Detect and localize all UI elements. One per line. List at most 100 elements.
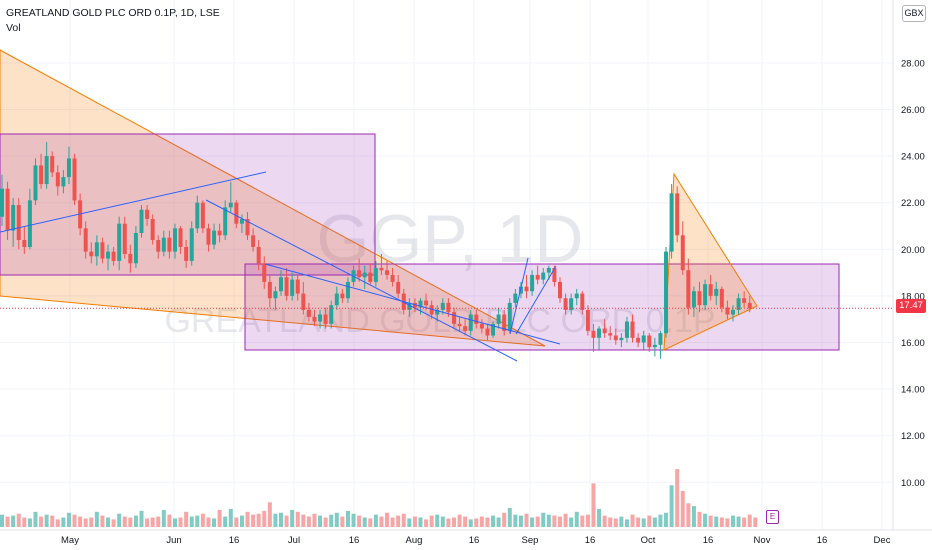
- candle-body: [345, 281, 350, 299]
- candle-body: [574, 293, 579, 299]
- volume-bar: [602, 515, 607, 527]
- candle-body: [597, 328, 602, 338]
- candle-body: [658, 333, 663, 345]
- volume-bar: [44, 514, 49, 527]
- volume-bar: [697, 511, 702, 527]
- volume-bar: [234, 517, 239, 527]
- candle-body: [429, 305, 434, 315]
- candle-body: [691, 291, 696, 308]
- volume-bar: [669, 485, 674, 527]
- candle-body: [703, 284, 708, 306]
- candle-body: [290, 279, 295, 296]
- volume-bar: [652, 517, 657, 527]
- volume-bar: [117, 513, 122, 527]
- candle-body: [563, 298, 568, 310]
- volume-bar: [27, 518, 32, 527]
- volume-bar: [312, 513, 317, 527]
- candle-body: [111, 251, 116, 261]
- volume-bar: [703, 513, 708, 527]
- candle-body: [217, 230, 222, 236]
- drawings[interactable]: [0, 49, 840, 351]
- volume-bar: [161, 509, 166, 527]
- volume-bar: [178, 517, 183, 527]
- candle-body: [602, 328, 607, 334]
- trendline-breakout-1: [509, 257, 529, 335]
- candle-body: [580, 293, 585, 310]
- volume-bar: [496, 517, 501, 527]
- volume-bar: [569, 517, 574, 527]
- volume-bar: [507, 508, 512, 527]
- currency-button[interactable]: GBX: [902, 5, 926, 22]
- candle-body: [83, 228, 88, 252]
- volume-bar: [11, 515, 16, 527]
- volume-bar: [323, 517, 328, 527]
- volume-bar: [412, 516, 417, 527]
- earnings-badge[interactable]: E: [766, 510, 779, 524]
- volume-bar: [680, 490, 685, 527]
- candle-body: [195, 202, 200, 229]
- candle-body: [742, 298, 747, 303]
- volume-bar: [122, 516, 127, 527]
- volume-bar: [94, 511, 99, 527]
- candle-body: [513, 293, 518, 303]
- price-tick-label: 24.00: [901, 152, 925, 163]
- candle-body: [541, 272, 546, 280]
- candle-body: [585, 309, 590, 331]
- volume-bar: [385, 512, 390, 527]
- candle-body: [0, 188, 4, 217]
- volume-bar: [39, 516, 44, 527]
- volume-bar: [106, 517, 111, 527]
- time-axis[interactable]: May Jun 16 Jul 16 Aug 16 Sep 16 Oct 16 Nov 16 Dec: [61, 535, 891, 546]
- time-tick-label: Nov: [754, 535, 771, 546]
- candle-body: [385, 270, 390, 275]
- price-tick-label: 26.00: [901, 105, 925, 116]
- volume-bar: [279, 512, 283, 527]
- volume-bar: [563, 513, 568, 527]
- volume-bar: [530, 517, 535, 527]
- volume-bar: [457, 514, 462, 527]
- volume-legend: Vol: [6, 22, 21, 34]
- candle-body: [558, 281, 562, 299]
- candle-body: [730, 309, 735, 315]
- volume-bar: [189, 516, 194, 527]
- candle-body: [708, 284, 713, 296]
- volume-bar: [5, 516, 10, 527]
- volume-bar: [72, 514, 77, 527]
- candle-body: [507, 302, 512, 331]
- candle-body: [234, 202, 239, 224]
- candle-body: [117, 223, 122, 261]
- candle-body: [262, 263, 267, 282]
- candle-body: [412, 302, 417, 308]
- candle-body: [133, 232, 138, 264]
- time-tick-label: 16: [703, 535, 714, 546]
- volume-bar: [111, 519, 116, 527]
- trendlines[interactable]: [0, 171, 561, 362]
- candle-body: [624, 321, 629, 338]
- volume-bar: [585, 514, 590, 527]
- volume-bar: [50, 515, 55, 527]
- price-axis[interactable]: 10.00 12.00 14.00 16.00 18.00 20.00 22.00 24.00…: [901, 58, 925, 488]
- candle-body: [145, 209, 150, 220]
- price-tick-label: 16.00: [901, 338, 925, 349]
- volume-bar: [747, 514, 752, 527]
- volume-bar: [502, 512, 507, 527]
- volume-bar: [591, 483, 596, 527]
- time-tick-label: 16: [817, 535, 828, 546]
- volume-bar: [351, 513, 356, 527]
- price-tick-label: 10.00: [901, 478, 925, 489]
- volume-bar: [379, 516, 384, 527]
- candle-body: [451, 312, 456, 324]
- volume-bar: [267, 502, 272, 527]
- candle-body: [362, 272, 367, 278]
- candle-body: [518, 286, 523, 294]
- volume-bar: [474, 518, 479, 527]
- volume-bar: [541, 512, 546, 527]
- volume-bar: [0, 514, 4, 527]
- candle-body: [189, 228, 194, 261]
- candle-body: [122, 223, 127, 254]
- candle-body: [357, 270, 362, 278]
- candle-body: [334, 293, 339, 306]
- candle-body: [172, 228, 177, 252]
- volume-bar: [440, 516, 445, 527]
